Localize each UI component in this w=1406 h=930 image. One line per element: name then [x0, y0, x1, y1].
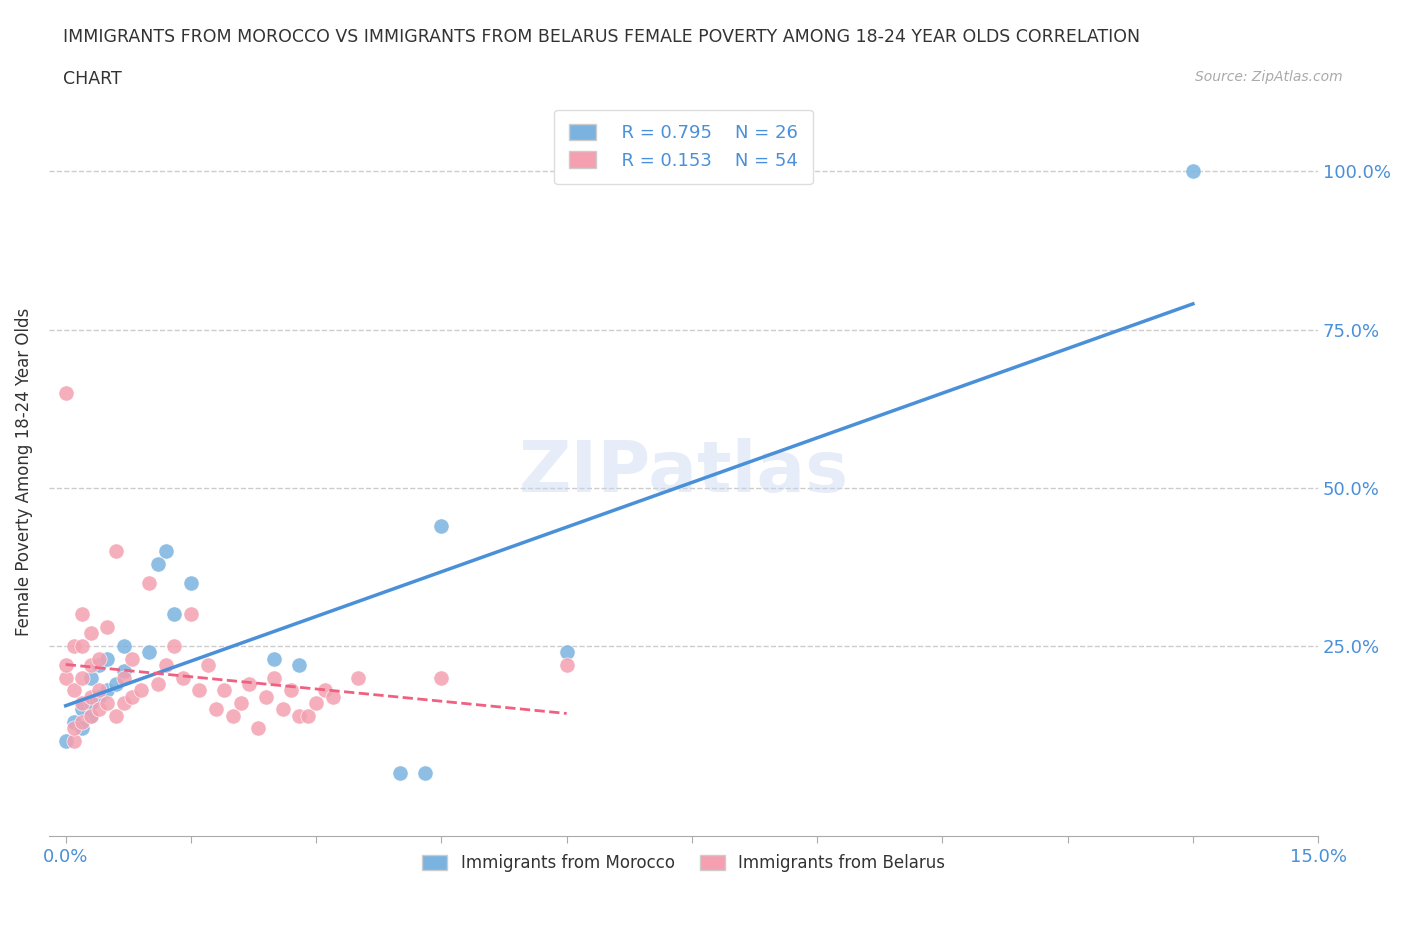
Point — [172, 671, 194, 685]
Point — [96, 683, 118, 698]
Point — [1181, 164, 1204, 179]
Point — [188, 683, 211, 698]
Point — [430, 518, 453, 533]
Point — [72, 607, 94, 622]
Point — [388, 765, 411, 780]
Point — [155, 658, 177, 672]
Point — [55, 385, 77, 400]
Text: Source: ZipAtlas.com: Source: ZipAtlas.com — [1195, 70, 1343, 84]
Point — [121, 689, 143, 704]
Point — [87, 683, 110, 698]
Point — [254, 689, 277, 704]
Point — [87, 702, 110, 717]
Point — [246, 721, 269, 736]
Point — [80, 689, 103, 704]
Text: ZIPatlas: ZIPatlas — [519, 437, 849, 507]
Point — [229, 696, 252, 711]
Point — [55, 734, 77, 749]
Point — [263, 651, 285, 666]
Point — [55, 671, 77, 685]
Y-axis label: Female Poverty Among 18-24 Year Olds: Female Poverty Among 18-24 Year Olds — [15, 308, 32, 636]
Point — [80, 709, 103, 724]
Point — [555, 658, 578, 672]
Point — [80, 658, 103, 672]
Point — [146, 677, 169, 692]
Point — [221, 709, 243, 724]
Point — [271, 702, 294, 717]
Point — [288, 658, 311, 672]
Legend: Immigrants from Morocco, Immigrants from Belarus: Immigrants from Morocco, Immigrants from… — [416, 847, 952, 879]
Point — [155, 544, 177, 559]
Text: IMMIGRANTS FROM MOROCCO VS IMMIGRANTS FROM BELARUS FEMALE POVERTY AMONG 18-24 YE: IMMIGRANTS FROM MOROCCO VS IMMIGRANTS FR… — [63, 28, 1140, 46]
Point — [430, 671, 453, 685]
Point — [413, 765, 436, 780]
Point — [322, 689, 344, 704]
Point — [214, 683, 236, 698]
Point — [80, 671, 103, 685]
Point — [72, 639, 94, 654]
Point — [314, 683, 336, 698]
Point — [104, 544, 127, 559]
Point — [72, 696, 94, 711]
Point — [180, 576, 202, 591]
Point — [63, 683, 86, 698]
Point — [80, 626, 103, 641]
Point — [63, 734, 86, 749]
Point — [163, 639, 186, 654]
Point — [96, 696, 118, 711]
Point — [555, 645, 578, 660]
Point — [55, 658, 77, 672]
Point — [263, 671, 285, 685]
Point — [138, 645, 160, 660]
Point — [347, 671, 370, 685]
Point — [80, 696, 103, 711]
Point — [112, 696, 135, 711]
Point — [163, 607, 186, 622]
Point — [297, 709, 319, 724]
Point — [96, 619, 118, 634]
Point — [104, 709, 127, 724]
Point — [112, 664, 135, 679]
Point — [121, 651, 143, 666]
Point — [72, 671, 94, 685]
Point — [280, 683, 302, 698]
Point — [197, 658, 219, 672]
Point — [180, 607, 202, 622]
Text: CHART: CHART — [63, 70, 122, 87]
Point — [96, 651, 118, 666]
Point — [305, 696, 328, 711]
Point — [288, 709, 311, 724]
Point — [112, 671, 135, 685]
Point — [80, 709, 103, 724]
Point — [129, 683, 152, 698]
Point — [87, 658, 110, 672]
Point — [112, 639, 135, 654]
Point — [87, 651, 110, 666]
Point — [72, 702, 94, 717]
Point — [72, 714, 94, 729]
Point — [72, 721, 94, 736]
Point — [138, 576, 160, 591]
Point — [146, 556, 169, 571]
Point — [63, 639, 86, 654]
Point — [238, 677, 260, 692]
Point — [87, 689, 110, 704]
Point — [205, 702, 228, 717]
Point — [63, 721, 86, 736]
Point — [104, 677, 127, 692]
Point — [63, 714, 86, 729]
